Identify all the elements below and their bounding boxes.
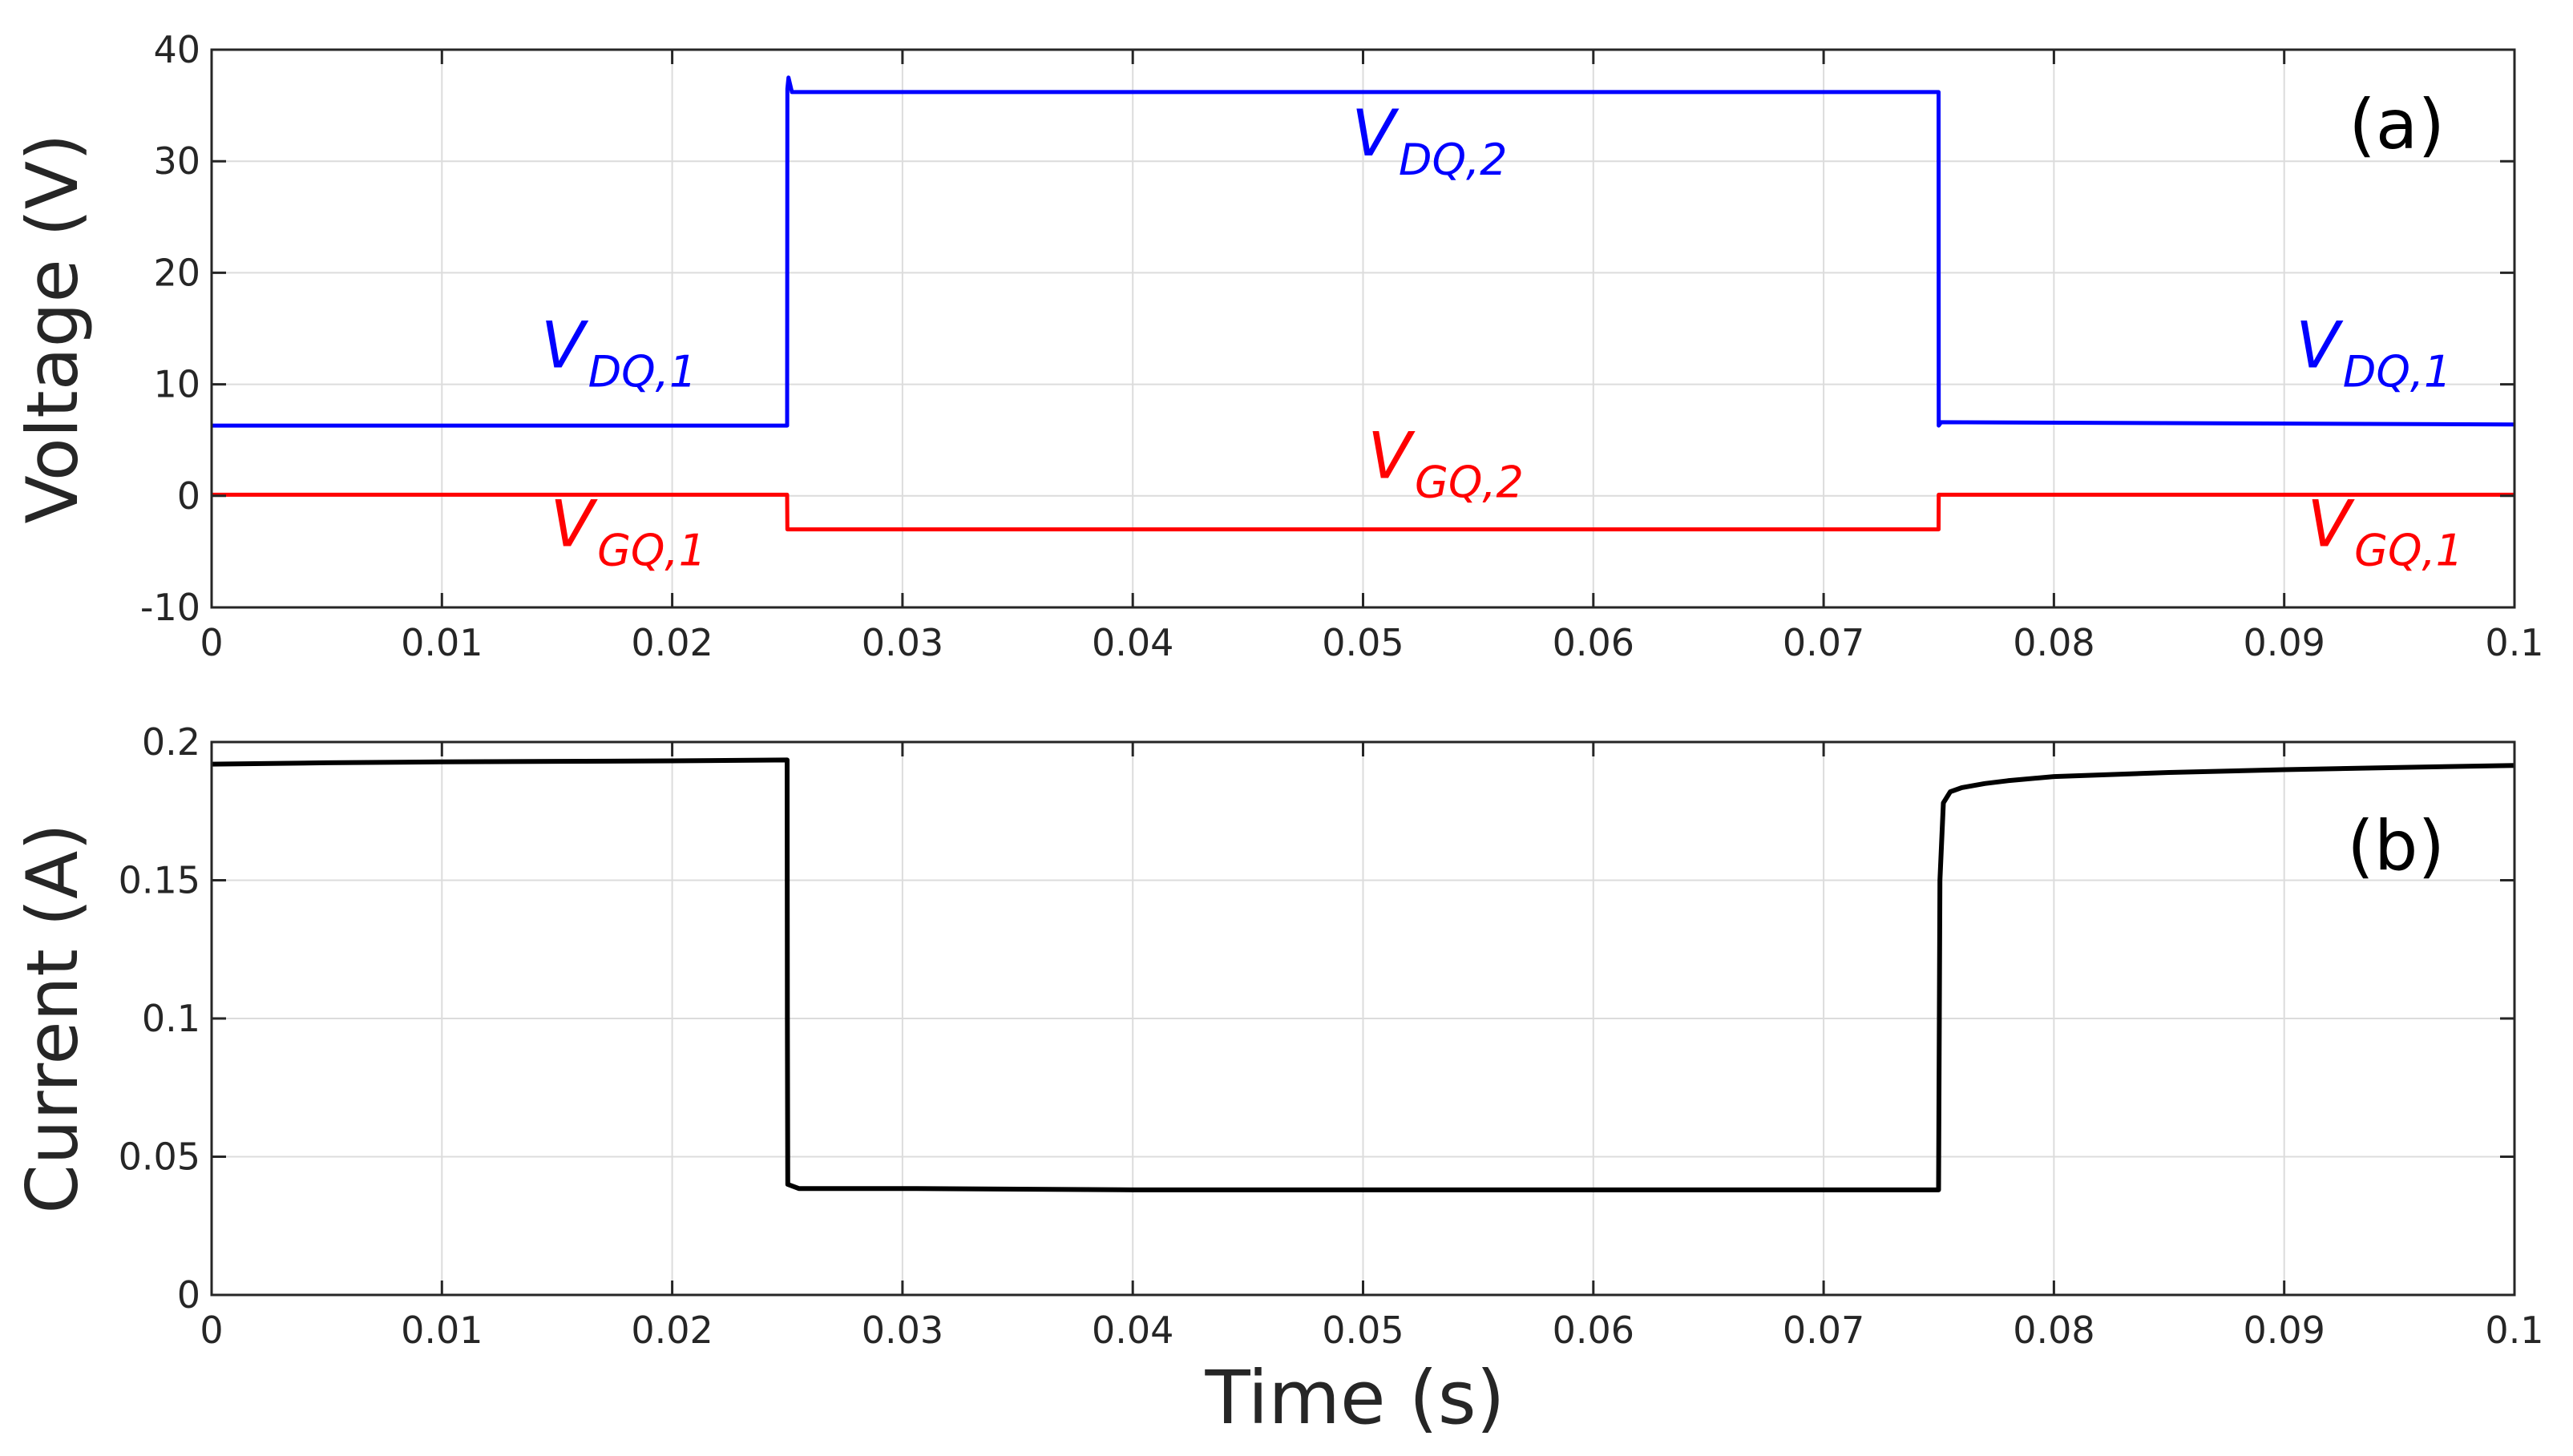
voltage-panel: 0 0.01 0.02 0.03 0.04 0.05 0.06 0.07 0.08 0.09 0.1… xyxy=(11,28,2544,664)
x-tick-label: 0.02 xyxy=(631,1309,713,1352)
x-tick-label: 0.04 xyxy=(1092,621,1173,664)
trace-annotation: VGQ,2 xyxy=(1367,419,1524,508)
trace-annotation-subscript: GQ,1 xyxy=(2354,525,2463,575)
x-tick-label: 0.07 xyxy=(1783,1309,1864,1352)
x-tick-label: 0.08 xyxy=(2013,621,2094,664)
x-tick-label: 0.03 xyxy=(862,1309,943,1352)
y-axis-label: Current (A) xyxy=(11,823,94,1213)
panel-label: (b) xyxy=(2347,806,2445,886)
x-tick-label: 0.06 xyxy=(1553,621,1634,664)
series-line-1 xyxy=(212,492,2514,532)
y-tick-label: 0 xyxy=(177,1273,200,1317)
trace-annotation-subscript: DQ,2 xyxy=(1399,135,1508,185)
trace-annotation-main: V xyxy=(2307,486,2355,561)
trace-annotation-main: V xyxy=(1351,96,1400,171)
x-tick-label: 0.04 xyxy=(1092,1309,1173,1352)
y-tick-label: 40 xyxy=(153,28,200,71)
x-tick-label: 0.08 xyxy=(2013,1309,2094,1352)
y-tick-label: 10 xyxy=(153,363,200,406)
trace-annotation: VDQ,2 xyxy=(1351,96,1507,185)
x-tick-label: 0 xyxy=(200,621,223,664)
y-tick-label: 0.1 xyxy=(142,997,200,1040)
y-tick-label: 0.05 xyxy=(119,1135,200,1179)
y-tick-label: -10 xyxy=(140,586,200,629)
x-tick-label: 0.05 xyxy=(1322,621,1404,664)
trace-annotation-main: V xyxy=(550,486,598,561)
x-tick-label: 0.02 xyxy=(631,621,713,664)
series-line-0 xyxy=(212,75,2515,428)
x-tick-label: 0.09 xyxy=(2243,1309,2325,1352)
trace-annotation-main: V xyxy=(541,309,589,383)
trace-annotation: VGQ,1 xyxy=(550,486,706,575)
series-line-0 xyxy=(211,757,2515,1192)
trace-annotation: VDQ,1 xyxy=(541,309,697,397)
trace-annotation-main: V xyxy=(2296,309,2344,383)
trace-annotation: VGQ,1 xyxy=(2307,486,2463,575)
y-axis-label: Voltage (V) xyxy=(11,134,94,524)
x-axis-label: Time (s) xyxy=(1204,1355,1505,1441)
x-tick-label: 0.07 xyxy=(1783,621,1864,664)
current-panel: 0 0.01 0.02 0.03 0.04 0.05 0.06 0.07 0.08 0.09 0.1… xyxy=(11,720,2544,1441)
x-tick-label: 0.06 xyxy=(1553,1309,1634,1352)
x-tick-label: 0.1 xyxy=(2485,621,2543,664)
trace-annotation: VDQ,1 xyxy=(2296,309,2451,397)
x-tick-label: 0.05 xyxy=(1322,1309,1404,1352)
y-tick-label: 30 xyxy=(153,139,200,183)
y-tick-label: 0.2 xyxy=(142,720,200,764)
trace-annotation-subscript: GQ,2 xyxy=(1415,458,1524,508)
x-tick-label: 0.03 xyxy=(862,621,943,664)
trace-annotation-subscript: GQ,1 xyxy=(597,525,706,575)
x-tick-label: 0 xyxy=(200,1309,223,1352)
trace-annotation-main: V xyxy=(1367,419,1416,494)
x-tick-label: 0.01 xyxy=(401,1309,483,1352)
y-tick-label: 0 xyxy=(177,474,200,518)
y-tick-label: 20 xyxy=(153,251,200,294)
panel-label: (a) xyxy=(2349,85,2445,165)
x-tick-label: 0.09 xyxy=(2243,621,2325,664)
x-tick-label: 0.01 xyxy=(401,621,483,664)
trace-annotation-subscript: DQ,1 xyxy=(588,347,697,397)
y-tick-label: 0.15 xyxy=(119,859,200,902)
x-tick-label: 0.1 xyxy=(2485,1309,2543,1352)
trace-annotation-subscript: DQ,1 xyxy=(2343,347,2452,397)
